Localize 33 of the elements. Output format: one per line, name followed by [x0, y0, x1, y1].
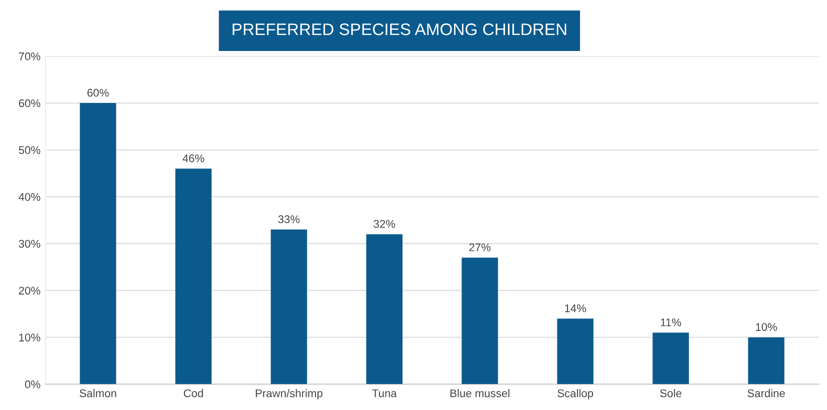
y-tick-label: 20%	[18, 286, 40, 295]
x-tick-label: Salmon	[80, 389, 116, 398]
y-tick-label: 60%	[18, 99, 40, 108]
y-tick-label: 10%	[19, 334, 40, 342]
bar	[366, 234, 403, 384]
bar	[748, 337, 784, 384]
data-label: 33%	[278, 215, 300, 224]
data-label: 11%	[660, 318, 682, 326]
y-tick-label: 50%	[18, 146, 40, 154]
y-tick-label: 30%	[18, 240, 40, 248]
data-label: 46%	[182, 154, 204, 162]
bar	[462, 258, 498, 384]
data-label: 14%	[565, 304, 586, 312]
bar	[175, 168, 212, 384]
y-tick-label: 40%	[18, 193, 40, 201]
x-tick-label: Tuna	[372, 389, 397, 398]
x-tick-label: Cod	[184, 389, 203, 398]
chart-title: PREFERRED SPECIES AMONG CHILDREN	[232, 23, 566, 36]
bar	[652, 332, 689, 384]
data-label: 60%	[87, 88, 109, 97]
x-tick-label: Prawn/shrimp	[256, 389, 322, 400]
x-tick-label: Scallop	[558, 389, 594, 400]
x-tick-label: Sole	[660, 389, 682, 398]
data-label: 32%	[374, 220, 396, 228]
y-tick-label: 70%	[18, 52, 40, 60]
y-tick-label: 0%	[25, 380, 40, 388]
data-label: 10%	[756, 323, 777, 331]
bar	[80, 103, 116, 384]
bar	[557, 318, 594, 384]
data-label: 27%	[469, 243, 491, 252]
x-tick-label: Blue mussel	[450, 389, 510, 398]
x-tick-label: Sardine	[748, 389, 785, 398]
bar	[270, 230, 308, 384]
